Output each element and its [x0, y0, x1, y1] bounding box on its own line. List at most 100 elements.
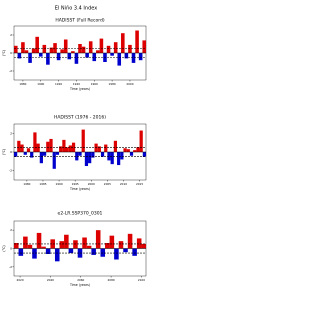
bar: [105, 243, 110, 249]
bar: [42, 152, 47, 156]
y-tick-label: -2: [9, 69, 12, 73]
bar: [59, 146, 63, 152]
bar: [75, 152, 79, 161]
bar: [88, 152, 92, 164]
bar: [27, 244, 33, 249]
bar: [74, 53, 79, 64]
bar: [95, 230, 101, 249]
bar: [91, 248, 96, 255]
bar: [18, 248, 24, 256]
bar: [117, 152, 121, 166]
bar: [33, 132, 37, 152]
bar: [42, 44, 47, 53]
bar: [135, 30, 139, 53]
bar: [123, 148, 127, 152]
bar: [59, 241, 65, 249]
bar: [121, 33, 125, 53]
y-tick-label: 0: [10, 51, 12, 55]
bar: [118, 241, 124, 249]
y-tick-label: 0: [10, 247, 12, 251]
bar: [55, 152, 60, 155]
bar: [142, 152, 146, 157]
bar: [107, 152, 111, 161]
bar: [17, 140, 21, 152]
x-tick-label: 1980: [109, 82, 116, 86]
bar: [23, 236, 28, 249]
bar: [30, 152, 34, 158]
bar: [113, 140, 118, 152]
bar: [106, 45, 111, 53]
bar: [100, 248, 106, 257]
bar: [131, 53, 136, 63]
bar: [38, 53, 43, 57]
bar: [46, 141, 50, 152]
bar: [128, 44, 132, 53]
bar: [65, 147, 69, 152]
bar: [20, 144, 24, 152]
bar: [39, 152, 43, 164]
y-tick-label: 2: [10, 228, 12, 232]
bar: [26, 148, 31, 152]
bar: [96, 50, 100, 53]
bar: [49, 138, 53, 152]
bar: [138, 53, 143, 61]
x-tick-label: 2000: [88, 182, 95, 186]
x-tick-label: 2060: [77, 278, 84, 282]
bar: [23, 152, 27, 155]
bar: [142, 40, 146, 53]
bar: [81, 129, 85, 152]
bar: [63, 39, 68, 53]
bar: [36, 143, 40, 152]
bar: [14, 152, 18, 157]
bar: [32, 248, 37, 259]
bar: [60, 49, 64, 53]
bar: [120, 152, 124, 160]
bar: [24, 50, 29, 53]
x-tick-label: 1880: [19, 82, 26, 86]
x-tick-label: 1900: [37, 82, 44, 86]
bar: [127, 233, 133, 249]
bar: [97, 146, 101, 152]
y-tick-label: 2: [10, 131, 12, 135]
bar: [14, 45, 18, 53]
x-tick-label: 2015: [136, 182, 143, 186]
bar: [68, 248, 74, 254]
bar: [88, 41, 93, 53]
bar: [94, 143, 98, 152]
bar: [126, 149, 130, 152]
bar: [31, 48, 36, 53]
x-tick-label: 1990: [56, 182, 63, 186]
bar: [109, 235, 115, 249]
x-axis-label: Time (years): [69, 87, 90, 91]
x-axis-label: Time (years): [69, 283, 90, 287]
bar: [92, 53, 97, 62]
x-tick-label: 2000: [126, 82, 133, 86]
bar: [41, 246, 46, 249]
x-tick-label: 1920: [55, 82, 62, 86]
x-tick-label: 2040: [47, 278, 54, 282]
x-tick-label: 1940: [73, 82, 80, 86]
x-tick-label: 1980: [23, 182, 30, 186]
bar: [64, 234, 69, 249]
bar: [73, 240, 78, 249]
bar: [114, 248, 119, 260]
bar: [68, 145, 72, 152]
bar: [84, 152, 89, 166]
bar: [49, 47, 54, 53]
bar: [28, 53, 32, 63]
bar: [21, 42, 25, 53]
bar: [81, 46, 86, 53]
bar: [67, 53, 72, 60]
figure: El Niño 3.4 Index HADISST (Full Record) -…: [2, 6, 147, 287]
bar: [117, 53, 122, 66]
y-axis-label: (°C): [2, 245, 6, 251]
bar: [50, 239, 55, 249]
bar: [17, 53, 22, 59]
bar: [136, 147, 140, 152]
bar: [14, 243, 19, 249]
bar: [91, 152, 95, 158]
bar: [46, 53, 50, 65]
panel-title: HADISST (Full Record): [55, 18, 105, 24]
panel-title: e2-LR.SSP370_0301: [58, 211, 103, 217]
bar: [124, 53, 129, 59]
